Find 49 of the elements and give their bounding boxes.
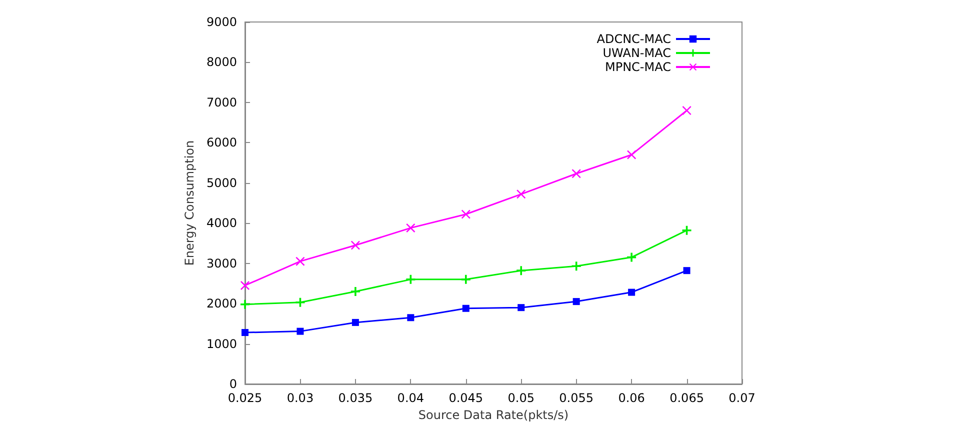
point xyxy=(240,300,250,309)
point xyxy=(350,240,360,250)
point xyxy=(572,262,581,271)
point xyxy=(627,252,636,262)
x-tick-label: 0.045 xyxy=(448,391,484,405)
point xyxy=(683,267,690,274)
y-tick-label: 3000 xyxy=(206,256,237,270)
point xyxy=(461,210,470,219)
point xyxy=(572,169,581,178)
legend-label: MPNC-MAC xyxy=(604,60,671,74)
legend-label: ADCNC-MAC xyxy=(596,32,671,46)
y-tick-label: 4000 xyxy=(206,216,237,230)
x-tick-label: 0.05 xyxy=(508,391,534,405)
point xyxy=(516,190,526,199)
legend-label: UWAN-MAC xyxy=(602,46,671,60)
y-tick-label: 8000 xyxy=(206,55,237,70)
point xyxy=(682,106,692,115)
point xyxy=(406,274,416,284)
y-tick-label: 2000 xyxy=(206,296,237,311)
y-tick-label: 5000 xyxy=(206,176,237,190)
point xyxy=(461,274,470,284)
x-axis-title: Source Data Rate(pkts/s) xyxy=(418,408,569,422)
y-tick-label: 1000 xyxy=(206,336,237,351)
point xyxy=(628,288,636,296)
x-tick-label: 0.07 xyxy=(728,391,756,405)
x-tick-label: 0.04 xyxy=(397,391,424,405)
point xyxy=(350,286,360,296)
point xyxy=(627,150,636,160)
point xyxy=(242,329,248,336)
point xyxy=(352,318,359,326)
point xyxy=(462,304,470,312)
x-tick-label: 0.025 xyxy=(228,391,262,405)
x-tick-label: 0.03 xyxy=(286,391,314,405)
point xyxy=(516,266,526,276)
y-axis-title: Energy Consumption xyxy=(182,140,197,266)
y-tick-label: 7000 xyxy=(206,95,237,110)
y-tick-label: 0 xyxy=(229,377,237,391)
y-tick-label: 9000 xyxy=(206,15,237,29)
point xyxy=(518,304,525,312)
x-tick-label: 0.06 xyxy=(618,391,645,405)
point xyxy=(407,314,414,322)
point xyxy=(406,223,416,232)
y-tick-label: 6000 xyxy=(206,136,237,150)
point xyxy=(296,328,304,335)
x-tick-label: 0.065 xyxy=(670,391,704,405)
point xyxy=(682,226,692,235)
point xyxy=(572,298,580,306)
x-tick-label: 0.055 xyxy=(559,391,594,405)
x-tick-label: 0.035 xyxy=(338,391,373,405)
